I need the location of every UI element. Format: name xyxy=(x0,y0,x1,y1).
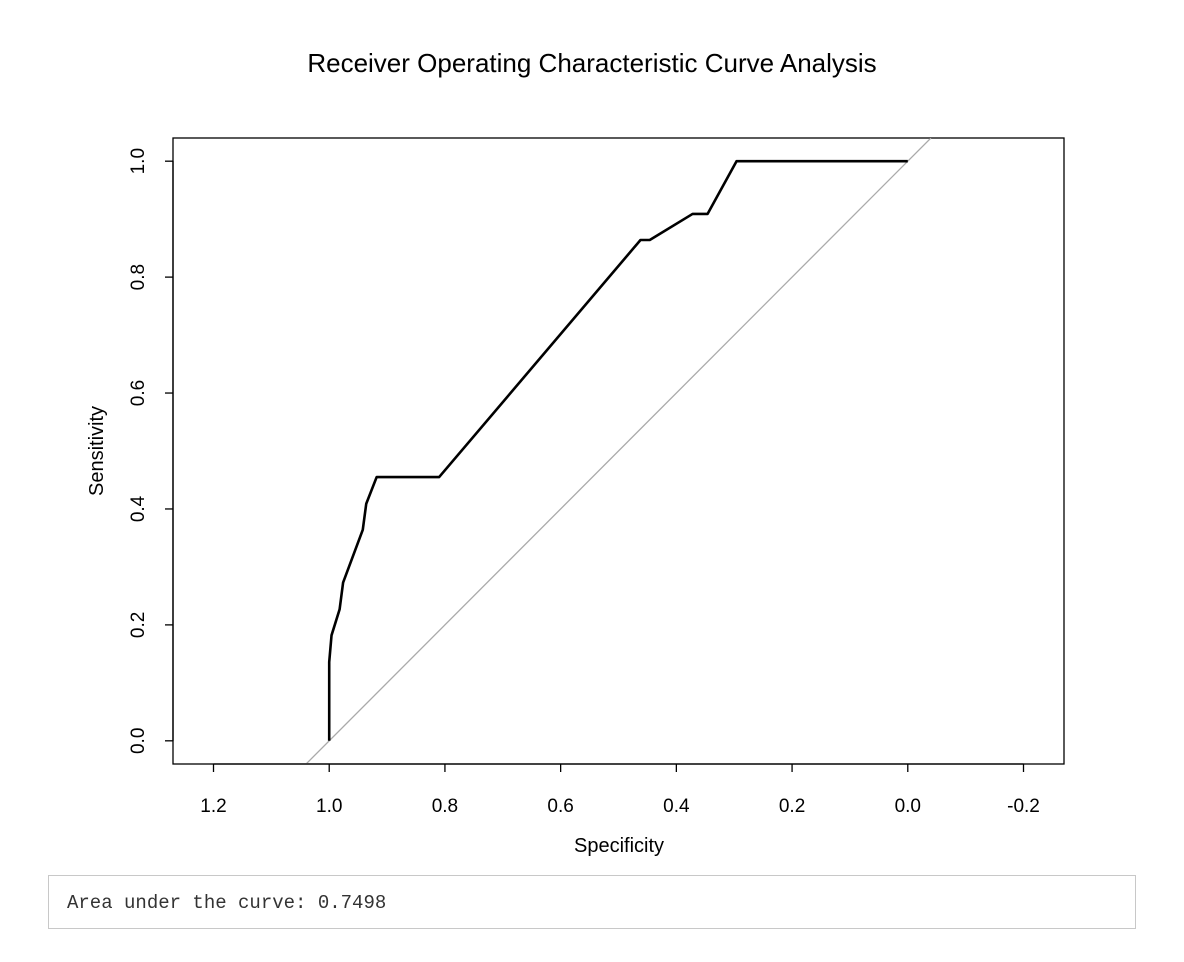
x-axis: 1.2 1.0 0.8 0.6 0.4 0.2 0.0 -0.2 xyxy=(200,763,1040,817)
y-tick-label: 0.2 xyxy=(128,612,149,638)
x-tick-label: -0.2 xyxy=(1007,796,1040,817)
chart-title: Receiver Operating Characteristic Curve … xyxy=(307,48,876,78)
reference-diagonal-line xyxy=(305,138,932,764)
y-axis-label: Sensitivity xyxy=(86,406,108,496)
plot-area xyxy=(172,137,1065,765)
x-tick-label: 1.0 xyxy=(316,796,342,817)
x-tick-label: 0.2 xyxy=(779,796,805,817)
y-tick-label: 1.0 xyxy=(128,148,149,174)
x-tick-label: 0.8 xyxy=(432,796,458,817)
x-tick-label: 0.0 xyxy=(895,796,921,817)
y-tick-label: 0.0 xyxy=(128,728,149,754)
x-tick-label: 0.4 xyxy=(663,796,690,817)
y-axis: 0.0 0.2 0.4 0.6 0.8 1.0 xyxy=(128,148,174,754)
y-tick-label: 0.6 xyxy=(128,380,149,406)
x-axis-label: Specificity xyxy=(574,835,664,857)
roc-curve-line xyxy=(327,159,908,741)
x-tick-label: 0.6 xyxy=(547,796,573,817)
console-output: Area under the curve: 0.7498 xyxy=(48,875,1136,929)
auc-output-text: Area under the curve: 0.7498 xyxy=(67,892,387,914)
y-tick-label: 0.8 xyxy=(128,264,149,290)
roc-curve-layer xyxy=(327,159,908,741)
x-tick-label: 1.2 xyxy=(200,796,226,817)
roc-chart: Receiver Operating Characteristic Curve … xyxy=(86,48,1065,857)
reference-diagonal-layer xyxy=(305,138,932,764)
y-tick-label: 0.4 xyxy=(128,495,149,522)
